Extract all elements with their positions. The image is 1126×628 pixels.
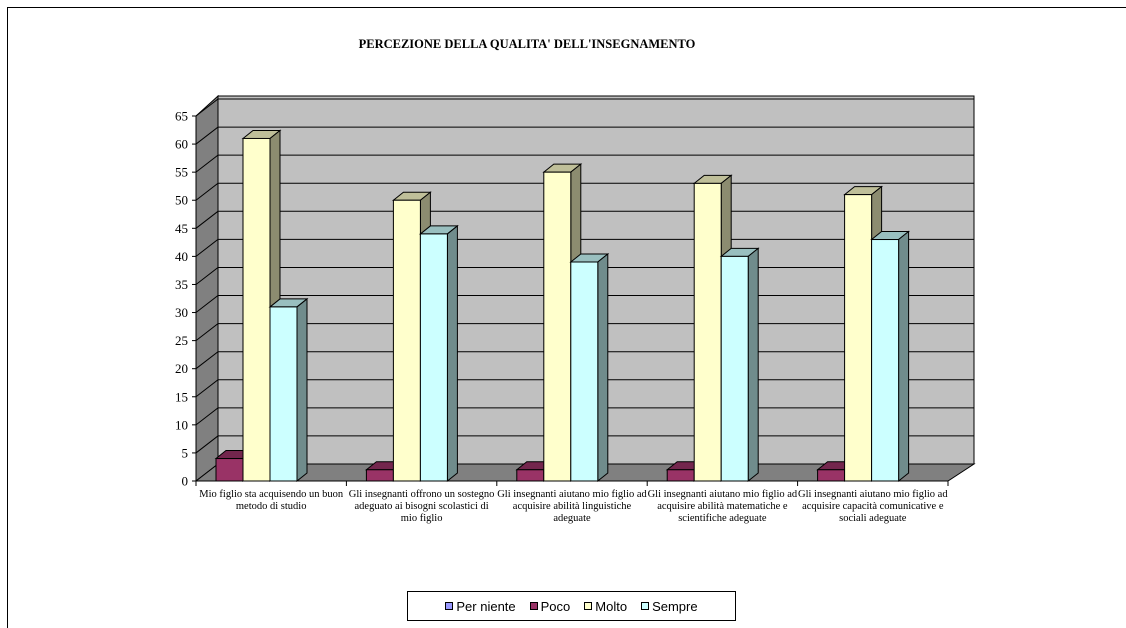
y-tick-label: 60 xyxy=(175,137,188,152)
x-category-label: Mio figlio sta acquisendo un buon metodo… xyxy=(199,489,344,512)
y-tick-label: 65 xyxy=(175,109,188,124)
legend-swatch xyxy=(445,602,454,610)
bar-front xyxy=(570,261,599,482)
bar-front xyxy=(242,137,271,482)
y-tick-label: 55 xyxy=(175,165,188,180)
y-tick-label: 40 xyxy=(175,249,188,264)
legend-label: Molto xyxy=(595,598,628,614)
bar-side xyxy=(898,230,910,483)
gridline xyxy=(195,154,974,173)
bar-side xyxy=(296,297,308,483)
legend-swatch xyxy=(529,602,538,610)
y-tick-label: 25 xyxy=(175,333,188,348)
bar-front xyxy=(392,199,421,482)
bar-front xyxy=(516,469,545,482)
gridline xyxy=(195,98,974,117)
legend: Per niente Poco Molto Sempre xyxy=(407,591,736,621)
legend-item: Sempre xyxy=(641,599,698,614)
side-wall xyxy=(195,94,219,483)
bar-front xyxy=(844,194,873,482)
bar xyxy=(418,224,459,483)
x-category-label: Gli insegnanti aiutano mio figlio ad acq… xyxy=(647,489,798,524)
bar-front xyxy=(543,171,572,482)
y-tick-label: 20 xyxy=(175,361,188,376)
bar-front xyxy=(365,469,394,482)
bar-side xyxy=(446,224,458,483)
y-tick-label: 15 xyxy=(175,389,188,404)
bar-front xyxy=(269,306,298,482)
legend-swatch xyxy=(584,602,593,610)
legend-label: Poco xyxy=(540,598,571,614)
y-tick-label: 45 xyxy=(175,221,188,236)
legend-label: Sempre xyxy=(652,598,698,614)
y-tick-label: 30 xyxy=(175,305,188,320)
bar-front xyxy=(693,182,722,482)
x-category-label: Gli insegnanti aiutano mio figlio ad acq… xyxy=(497,489,647,524)
x-category-label: Gli insegnanti aiutano mio figlio ad acq… xyxy=(797,489,948,524)
legend-item: Poco xyxy=(529,598,571,614)
y-tick-label: 35 xyxy=(175,277,188,292)
y-tick-label: 50 xyxy=(175,193,188,208)
y-tick-label: 5 xyxy=(182,445,189,460)
bar-front xyxy=(215,458,244,482)
bar-front xyxy=(817,469,846,482)
bar-side xyxy=(597,252,609,483)
bar-front xyxy=(720,255,749,482)
y-tick-label: 10 xyxy=(175,417,188,432)
legend-item: Per niente xyxy=(445,598,516,614)
legend-item: Molto xyxy=(584,599,627,614)
bar xyxy=(569,252,610,483)
gridline xyxy=(195,126,974,145)
bar-front xyxy=(419,233,448,482)
bar-front xyxy=(871,239,900,482)
bar-front xyxy=(666,469,695,482)
bar xyxy=(870,230,911,483)
x-category-label: Gli insegnanti offrono un sostegno adegu… xyxy=(348,489,495,524)
chart-title: PERCEZIONE DELLA QUALITA' DELL'INSEGNAME… xyxy=(359,37,696,51)
legend-label: Per niente xyxy=(456,598,516,614)
bar xyxy=(719,247,760,483)
bar xyxy=(268,297,309,483)
bar-side xyxy=(747,247,759,483)
y-tick-label: 0 xyxy=(182,474,189,489)
legend-swatch xyxy=(641,602,650,610)
